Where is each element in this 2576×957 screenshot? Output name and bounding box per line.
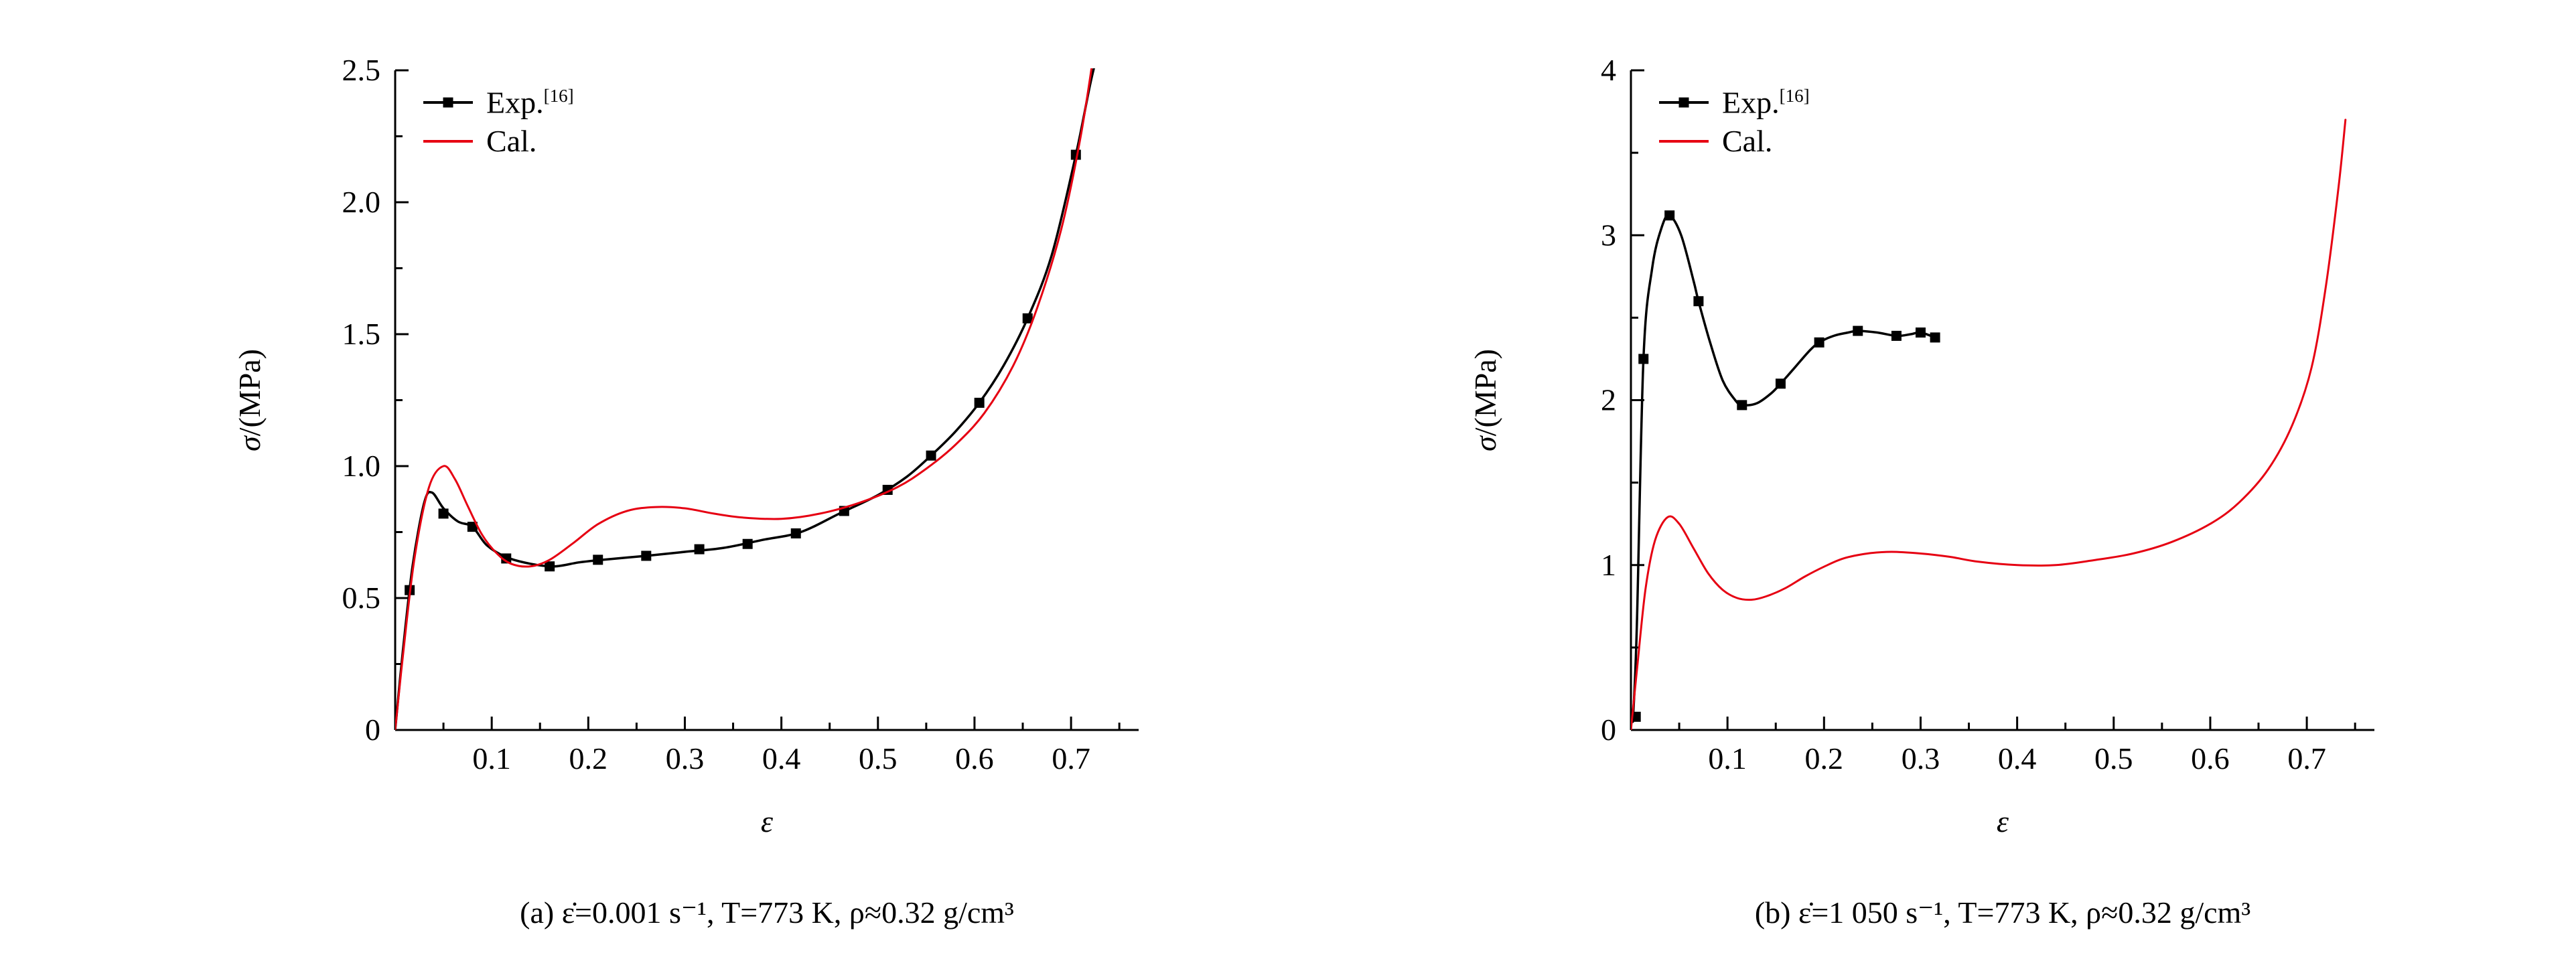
data-marker bbox=[593, 555, 603, 565]
data-marker bbox=[1664, 210, 1675, 221]
y-tick-label: 0 bbox=[1601, 713, 1616, 747]
legend-entry-exp: Exp.[16] bbox=[1659, 83, 1810, 122]
data-marker bbox=[1638, 354, 1649, 364]
x-tick-label: 0.2 bbox=[569, 741, 608, 776]
data-marker bbox=[1022, 313, 1033, 323]
y-tick-label: 3 bbox=[1601, 218, 1616, 252]
series-group bbox=[1631, 119, 2347, 730]
exp-line-sample bbox=[1659, 97, 1709, 108]
data-marker bbox=[1814, 337, 1824, 348]
x-tick-label: 0.4 bbox=[1998, 741, 2037, 776]
y-tick-label: 1.5 bbox=[342, 317, 381, 351]
series-Exp bbox=[1632, 214, 1936, 723]
legend-entry-cal: Cal. bbox=[1659, 122, 1810, 161]
y-tick-label: 1.0 bbox=[342, 449, 381, 483]
legend-a: Exp.[16] Cal. bbox=[423, 83, 574, 161]
data-marker bbox=[1737, 400, 1747, 411]
cal-line-sample bbox=[423, 140, 473, 143]
caption-a: (a) ε̇=0.001 s⁻¹, T=773 K, ρ≈0.32 g/cm³ bbox=[520, 895, 1014, 930]
caption-b: (b) ε̇=1 050 s⁻¹, T=773 K, ρ≈0.32 g/cm³ bbox=[1754, 895, 2251, 930]
legend-exp-citation: [16] bbox=[1779, 85, 1810, 106]
cal-line-sample bbox=[1659, 140, 1709, 143]
legend-entry-exp: Exp.[16] bbox=[423, 83, 574, 122]
data-marker bbox=[1853, 325, 1863, 336]
legend-exp-citation: [16] bbox=[543, 85, 574, 106]
x-tick-label: 0.2 bbox=[1805, 741, 1844, 776]
y-tick-label: 4 bbox=[1601, 53, 1616, 87]
legend-label-cal: Cal. bbox=[486, 124, 537, 158]
x-tick-label: 0.1 bbox=[472, 741, 511, 776]
exp-square-marker bbox=[1678, 97, 1689, 108]
x-tick-label: 0.7 bbox=[1052, 741, 1090, 776]
legend-label-exp: Exp.[16] bbox=[1722, 85, 1810, 120]
x-tick-label: 0.1 bbox=[1708, 741, 1747, 776]
data-marker bbox=[926, 450, 936, 461]
x-tick-label: 0.7 bbox=[2287, 741, 2326, 776]
y-axis-label: σ/(MPa) bbox=[232, 349, 267, 451]
legend-entry-cal: Cal. bbox=[423, 122, 574, 161]
chart-b-canvas: 0.1 0.2 0.3 0.4 0.5 0.6 0.7 0 1 2 3 4 ε σ/(MPa) bbox=[1468, 53, 2374, 838]
x-tick-label: 0.5 bbox=[2094, 741, 2133, 776]
y-tick-label: 2 bbox=[1601, 383, 1616, 417]
data-marker bbox=[1891, 330, 1902, 341]
x-tick-label: 0.5 bbox=[859, 741, 898, 776]
legend-b: Exp.[16] Cal. bbox=[1659, 83, 1810, 161]
data-marker bbox=[467, 522, 478, 532]
data-marker bbox=[641, 550, 652, 561]
axes bbox=[1630, 69, 2374, 731]
x-tick-label: 0.6 bbox=[955, 741, 994, 776]
data-marker bbox=[694, 544, 705, 555]
data-marker bbox=[790, 528, 801, 538]
y-axis-label: σ/(MPa) bbox=[1468, 349, 1502, 451]
figure-b: 0.1 0.2 0.3 0.4 0.5 0.6 0.7 0 1 2 3 4 ε σ/(MPa) Exp.[… bbox=[1443, 27, 2448, 938]
y-tick-label: 2.5 bbox=[342, 53, 381, 87]
x-tick-label: 0.3 bbox=[666, 741, 705, 776]
data-marker bbox=[501, 553, 512, 564]
x-tick-label: 0.4 bbox=[762, 741, 801, 776]
data-marker bbox=[1775, 378, 1786, 389]
data-marker bbox=[1930, 332, 1940, 343]
legend-label-cal: Cal. bbox=[1722, 124, 1773, 158]
legend-label-exp: Exp.[16] bbox=[486, 85, 574, 120]
x-axis-label: ε bbox=[761, 804, 774, 838]
data-marker bbox=[742, 538, 753, 549]
chart-a-canvas: 0.1 0.2 0.3 0.4 0.5 0.6 0.7 0 0.5 1.0 1.5 2.0 2.5 ε σ/… bbox=[232, 53, 1139, 838]
x-tick-label: 0.3 bbox=[1902, 741, 1940, 776]
series-Cal bbox=[1631, 119, 2347, 730]
exp-line-sample bbox=[423, 97, 473, 108]
series-Cal bbox=[395, 68, 1093, 730]
data-marker bbox=[438, 508, 449, 519]
y-tick-label: 1 bbox=[1601, 548, 1616, 582]
axes bbox=[394, 69, 1139, 731]
series-group bbox=[395, 68, 1095, 730]
data-marker bbox=[974, 397, 985, 408]
data-marker bbox=[1915, 327, 1926, 338]
figure-a: 0.1 0.2 0.3 0.4 0.5 0.6 0.7 0 0.5 1.0 1.5 2.0 2.5 ε σ/… bbox=[208, 27, 1212, 938]
y-tick-label: 0.5 bbox=[342, 581, 381, 615]
series-Exp bbox=[395, 68, 1095, 730]
data-marker bbox=[1693, 296, 1704, 307]
y-tick-label: 0 bbox=[365, 713, 380, 747]
exp-square-marker bbox=[443, 97, 453, 108]
y-tick-label: 2.0 bbox=[342, 185, 381, 219]
x-tick-label: 0.6 bbox=[2191, 741, 2230, 776]
data-marker bbox=[545, 561, 555, 572]
x-axis-label: ε bbox=[1997, 804, 2009, 838]
